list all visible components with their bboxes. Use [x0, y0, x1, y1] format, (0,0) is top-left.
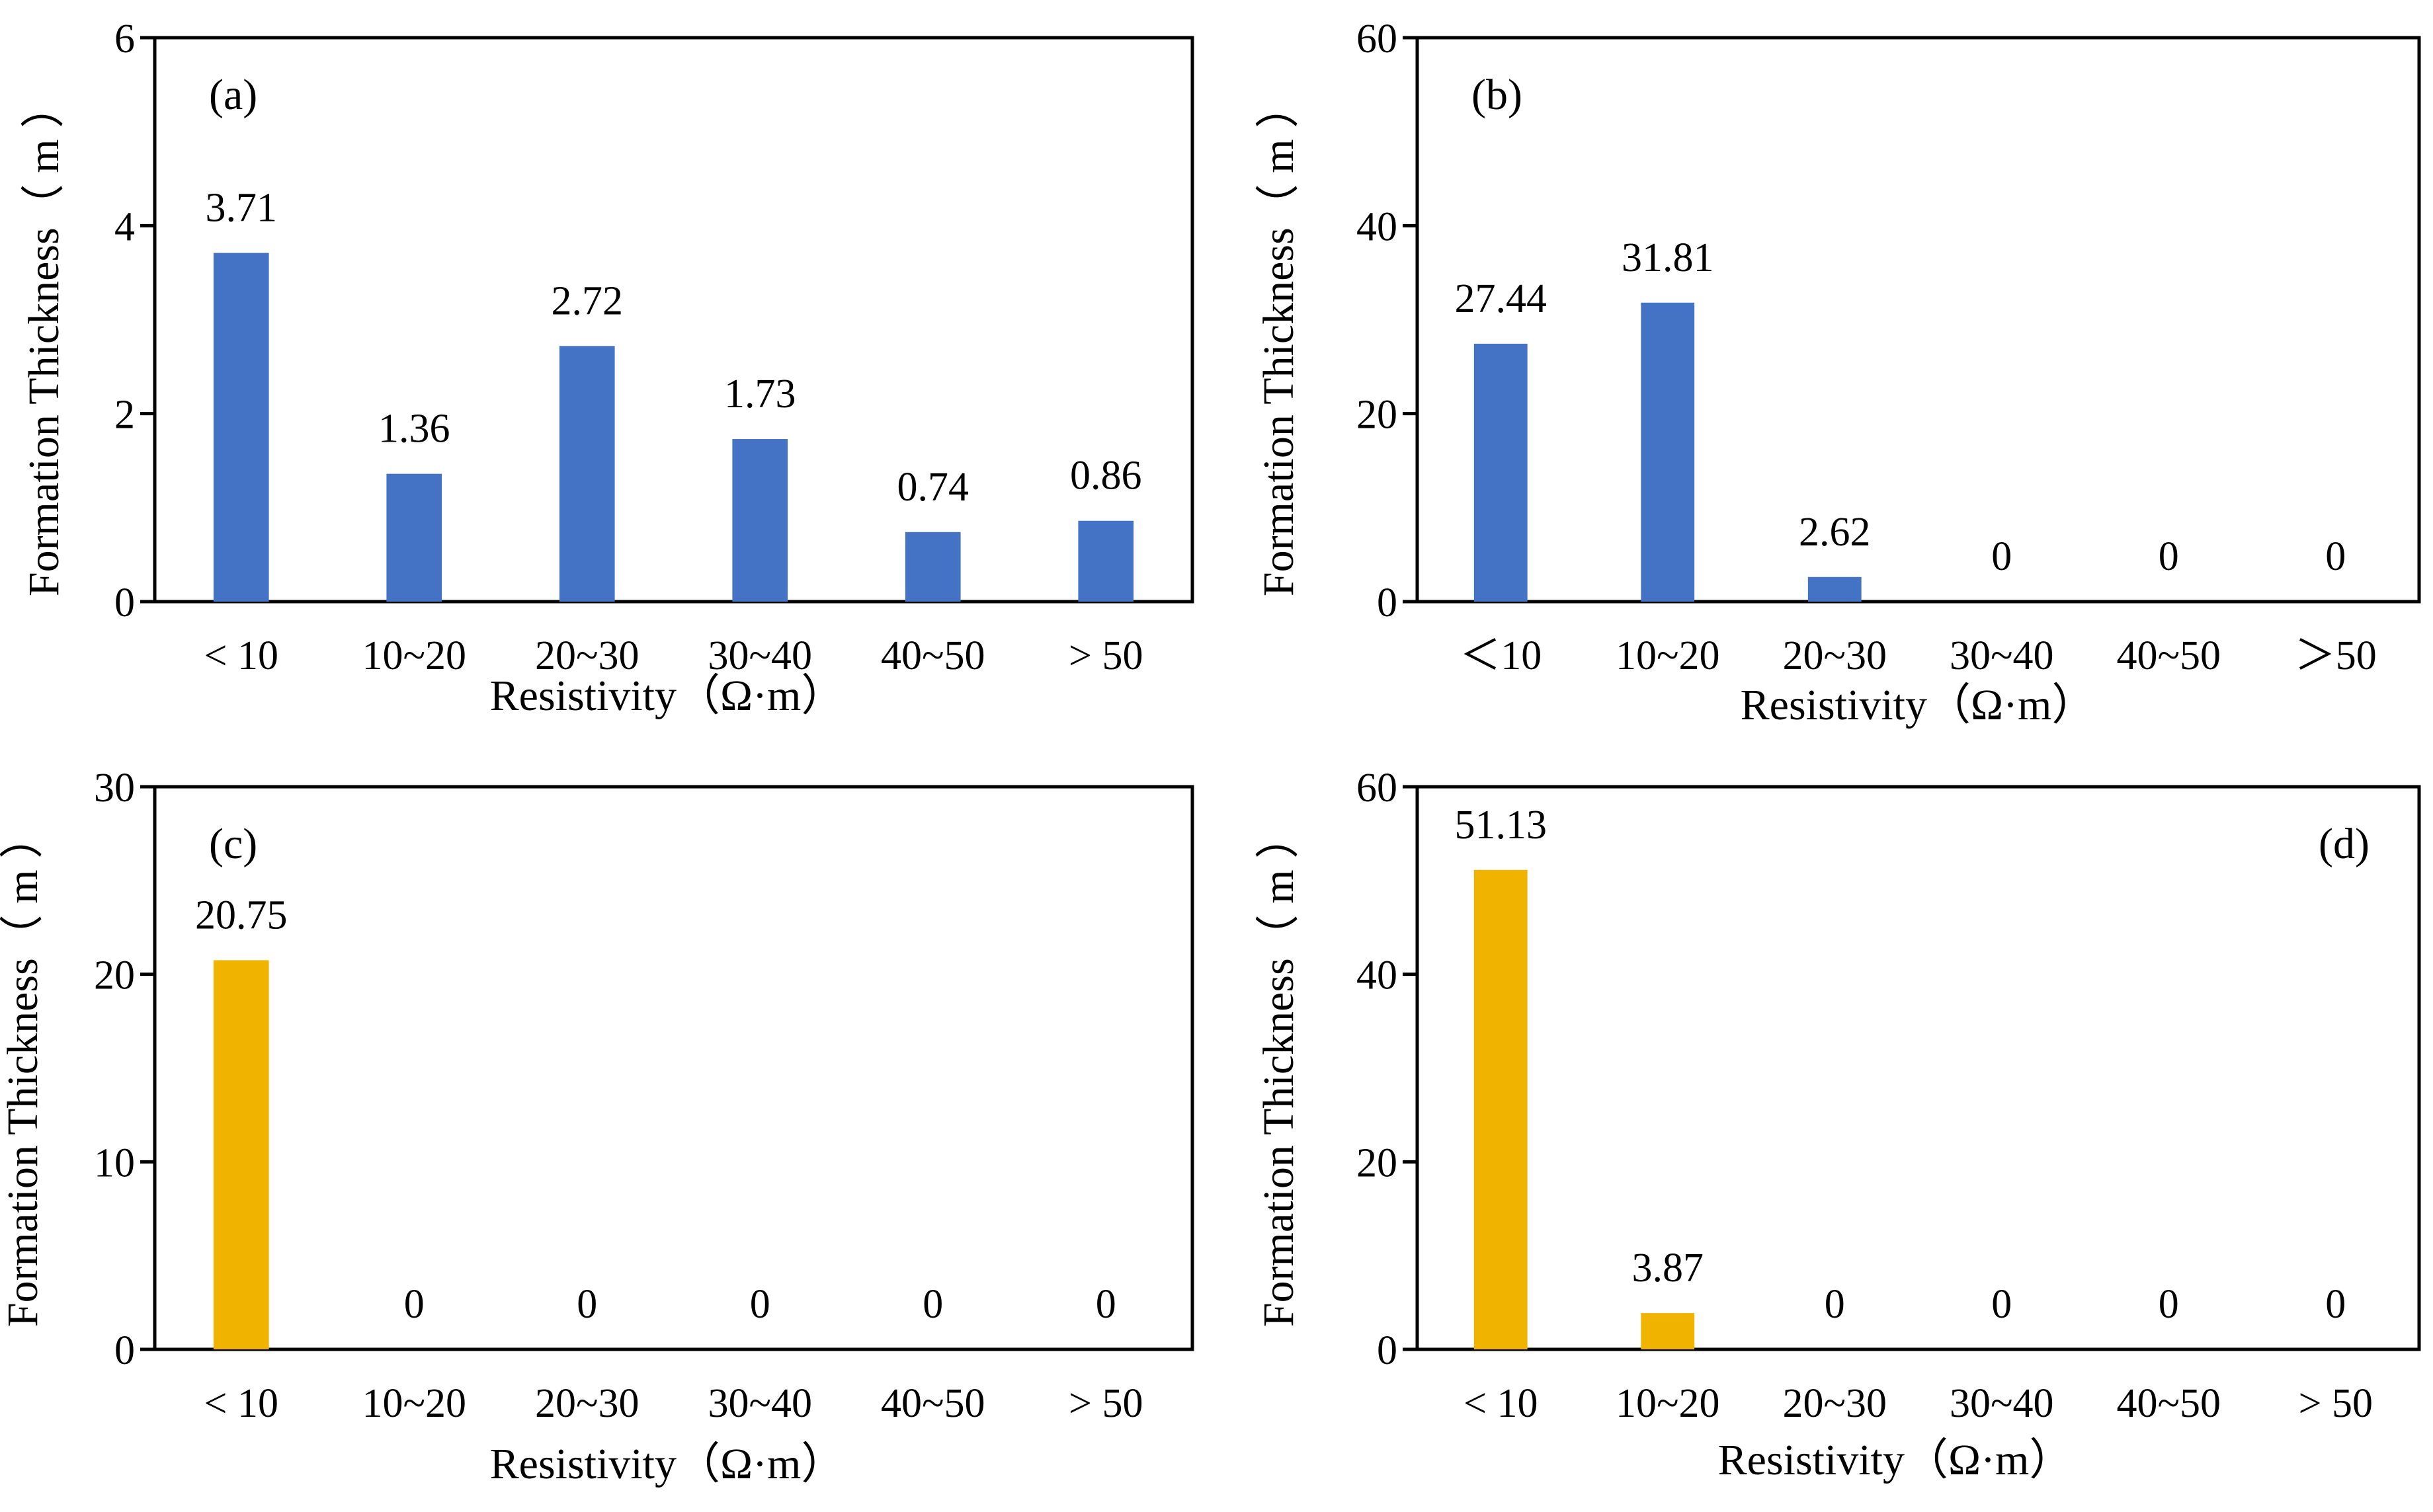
- bar: [905, 532, 961, 602]
- y-tick-label: 60: [1356, 766, 1397, 811]
- bar-value-label: 0: [2325, 1282, 2346, 1327]
- bar: [213, 253, 269, 602]
- y-tick-label: 20: [94, 953, 135, 998]
- x-axis-title: Resistivity（Ω·m）: [490, 672, 845, 720]
- x-tick-label: 10~20: [1616, 1381, 1720, 1426]
- bar: [1641, 1313, 1695, 1349]
- bar-value-label: 1.73: [724, 372, 796, 417]
- x-tick-label: < 10: [204, 1381, 278, 1426]
- bar-value-label: 3.87: [1632, 1246, 1704, 1291]
- bar-value-label: 2.62: [1799, 510, 1871, 555]
- bar-value-label: 0.74: [897, 465, 969, 510]
- y-tick-label: 2: [114, 393, 135, 438]
- x-axis-title: Resistivity（Ω·m）: [1741, 681, 2096, 729]
- x-tick-label: > 50: [1069, 1381, 1143, 1426]
- x-tick-label: 40~50: [881, 1381, 985, 1426]
- y-tick-label: 0: [1377, 1328, 1397, 1373]
- bar: [559, 346, 615, 602]
- bar: [213, 960, 269, 1349]
- plot-frame: [1415, 36, 2421, 604]
- bar-value-label: 0: [2159, 534, 2179, 579]
- y-axis-title: Formation Thickness（ m ）: [1255, 815, 1303, 1327]
- plot-frame: [153, 785, 1194, 1351]
- chart-panel-3: 0 10 20 30 20.75 < 10 0 10~20 0 20~30 0 30~40 0 40~50…: [0, 766, 1194, 1488]
- x-tick-label: > 50: [1069, 633, 1143, 678]
- chart-panel-2: 0 20 40 60 27.44 ＜10 31.81 10~20 2.62 20~30 0 30~40…: [1255, 17, 2421, 729]
- x-tick-label: 20~30: [1782, 633, 1887, 678]
- bar-value-label: 0: [1991, 534, 2012, 579]
- bar-value-label: 31.81: [1622, 235, 1714, 280]
- chart-panel-1: 0 2 4 6 3.71 < 10 1.36 10~20 2.72 20~30 1.73 30~40 0…: [20, 17, 1194, 720]
- y-tick-label: 0: [114, 1328, 135, 1373]
- bar: [386, 473, 442, 602]
- bar-value-label: 2.72: [552, 278, 624, 323]
- x-tick-label: 20~30: [1782, 1381, 1887, 1426]
- bar-value-label: 0: [1991, 1282, 2012, 1327]
- bar-value-label: 51.13: [1455, 803, 1547, 848]
- bar: [732, 439, 788, 602]
- bar-value-label: 1.36: [378, 407, 450, 452]
- bar-value-label: 0: [1096, 1282, 1116, 1327]
- panel-label: (d): [2319, 820, 2370, 868]
- bar: [1807, 577, 1862, 602]
- bar-value-label: 0: [2159, 1282, 2179, 1327]
- bar-value-label: 0: [923, 1282, 943, 1327]
- bar-value-label: 0: [577, 1282, 597, 1327]
- bar: [1473, 343, 1528, 602]
- x-tick-label: 40~50: [2116, 633, 2221, 678]
- bar-value-label: 0: [1825, 1282, 1845, 1327]
- plot-frame: [153, 36, 1194, 604]
- bar: [1078, 520, 1134, 602]
- x-tick-label: ＜10: [1460, 633, 1542, 678]
- x-tick-label: ＞50: [2295, 633, 2377, 678]
- y-tick-label: 40: [1356, 204, 1397, 249]
- bar-value-label: 27.44: [1455, 276, 1547, 321]
- x-tick-label: < 10: [1464, 1381, 1538, 1426]
- panel-label: (c): [209, 820, 257, 868]
- bar: [1473, 869, 1528, 1349]
- bar-value-label: 0.86: [1070, 454, 1142, 498]
- bar-value-label: 20.75: [195, 893, 288, 937]
- x-axis-title: Resistivity（Ω·m）: [490, 1440, 845, 1488]
- y-tick-label: 0: [114, 580, 135, 625]
- bar-value-label: 0: [750, 1282, 770, 1327]
- x-tick-label: 20~30: [535, 1381, 639, 1426]
- y-tick-label: 20: [1356, 393, 1397, 438]
- plot-frame: [1415, 785, 2421, 1351]
- y-tick-label: 6: [114, 17, 135, 61]
- bar-value-label: 0: [404, 1282, 425, 1327]
- chart-panel-4: 0 20 40 60 51.13 < 10 3.87 10~20 0 20~30 0 30~40 0 40…: [1255, 766, 2421, 1484]
- x-tick-label: 10~20: [362, 1381, 466, 1426]
- x-tick-label: < 10: [204, 633, 278, 678]
- x-tick-label: 30~40: [1950, 1381, 2054, 1426]
- x-tick-label: 40~50: [881, 633, 985, 678]
- x-tick-label: 10~20: [1616, 633, 1720, 678]
- y-tick-label: 4: [114, 204, 135, 249]
- x-tick-label: 10~20: [362, 633, 466, 678]
- bar-value-label: 0: [2325, 534, 2346, 579]
- y-tick-label: 40: [1356, 953, 1397, 998]
- y-tick-label: 60: [1356, 17, 1397, 61]
- y-axis-title: Formation Thickness（ m ）: [1255, 85, 1303, 596]
- panel-label: (b): [1471, 71, 1522, 119]
- y-tick-label: 30: [94, 766, 135, 811]
- x-tick-label: > 50: [2299, 1381, 2373, 1426]
- y-axis-title: Formation Thickness（ m ）: [20, 85, 68, 596]
- y-axis-title: Formation Thickness（ m ）: [0, 815, 47, 1327]
- x-axis-title: Resistivity（Ω·m）: [1718, 1436, 2073, 1484]
- x-tick-label: 20~30: [535, 633, 639, 678]
- x-tick-label: 30~40: [708, 1381, 812, 1426]
- x-tick-label: 30~40: [1950, 633, 2054, 678]
- y-tick-label: 0: [1377, 580, 1397, 625]
- panel-label: (a): [209, 71, 257, 119]
- bar: [1641, 302, 1695, 602]
- x-tick-label: 40~50: [2116, 1381, 2221, 1426]
- y-tick-label: 20: [1356, 1140, 1397, 1185]
- bar-value-label: 3.71: [206, 186, 278, 231]
- y-tick-label: 10: [94, 1140, 135, 1185]
- x-tick-label: 30~40: [708, 633, 812, 678]
